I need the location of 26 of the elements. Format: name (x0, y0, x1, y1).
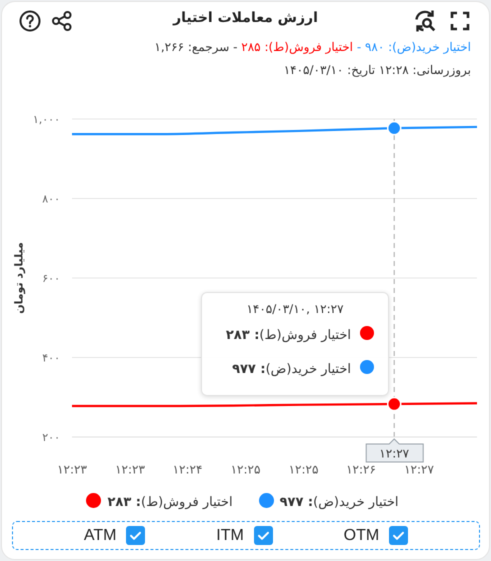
y-tick-label: ۲۰۰ (42, 430, 60, 444)
x-tick-label: ۱۲:۲۶ (346, 462, 376, 477)
x-tick-label: ۱۲:۲۵ (230, 462, 260, 477)
x-tick-label: ۱۲:۲۵ (288, 462, 318, 477)
annotation: : ۹۷۷ (232, 362, 266, 376)
chart-title: ارزش معاملات اختیار (172, 10, 319, 26)
text: : ۲۸۳ (107, 495, 142, 510)
x-tick-label: ۱۲:۲۴ (172, 462, 202, 477)
y-tick-label: ۱,۰۰۰ (32, 112, 60, 126)
y-tick-label: ۸۰۰ (42, 192, 60, 206)
y-tick-label: ۶۰۰ (42, 272, 60, 285)
legend-label: اختیار خرید(ض) (266, 362, 351, 376)
y-axis-title: میلیارد تومان (12, 242, 26, 314)
x-tick-label: ۱۲:۲۳ (115, 462, 146, 477)
annotation: ۱۴۰۵/۰۳/۱۰, ۱۲:۲۷ (245, 302, 345, 316)
text: اختیار خرید(ض) (313, 495, 399, 510)
legend-label: اختیار فروش(ط) (259, 328, 351, 342)
x-tick-label: ۱۲:۲۷ (404, 462, 434, 477)
y-tick-label: ۴۰۰ (42, 351, 60, 364)
text: اختیار فروش(ط) (141, 495, 233, 510)
chart-subtitle: اختیار خرید(ض): ۹۸۰ - اختیار فروش(ط): ۲۸۵ - سرجمع: ۱,۲۶۶ (154, 40, 471, 54)
x-tick-label: ۱۲:۲۳ (57, 462, 88, 477)
text: : ۹۷۷ (280, 495, 314, 510)
text: بروزرسانی: ۱۲:۲۸ تاریخ: ۱۴۰۵/۰۳/۱۰ (284, 63, 471, 77)
annotation: : ۲۸۳ (226, 328, 260, 342)
ref-line-label: ۱۲:۲۷ (379, 446, 410, 460)
